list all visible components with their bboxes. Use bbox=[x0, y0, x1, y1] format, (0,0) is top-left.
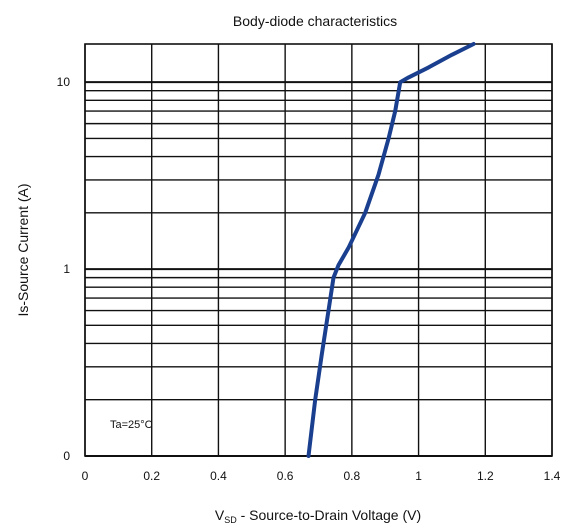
x-tick-label-5: 1 bbox=[415, 469, 422, 483]
x-tick-label-0: 0 bbox=[82, 469, 89, 483]
y-tick-label-0: 0 bbox=[63, 449, 70, 463]
x-axis-label-subscript: SD bbox=[224, 515, 237, 525]
x-tick-label-1: 0.2 bbox=[143, 469, 160, 483]
x-tick-label-3: 0.6 bbox=[277, 469, 294, 483]
y-axis-label: Is-Source Current (A) bbox=[15, 183, 31, 316]
x-tick-label-6: 1.2 bbox=[477, 469, 494, 483]
x-axis-label: VSD - Source-to-Drain Voltage (V) bbox=[215, 507, 421, 525]
y-tick-label-2: 10 bbox=[57, 75, 71, 89]
x-tick-label-4: 0.8 bbox=[344, 469, 361, 483]
y-tick-labels: 0 1 10 bbox=[57, 75, 71, 463]
x-axis-label-v: V bbox=[215, 507, 225, 523]
plot-frame bbox=[84, 43, 553, 457]
x-tick-labels: 0 0.2 0.4 0.6 0.8 1 1.2 1.4 bbox=[82, 469, 561, 483]
x-tick-label-2: 0.4 bbox=[210, 469, 227, 483]
annotation-temperature: Ta=25°C bbox=[110, 419, 153, 431]
y-tick-label-1: 1 bbox=[63, 262, 70, 276]
chart-title: Body-diode characteristics bbox=[233, 13, 397, 29]
series-line bbox=[306, 42, 476, 458]
x-tick-label-7: 1.4 bbox=[544, 469, 561, 483]
gridlines bbox=[84, 44, 553, 457]
x-axis-label-rest: - Source-to-Drain Voltage (V) bbox=[237, 507, 421, 523]
